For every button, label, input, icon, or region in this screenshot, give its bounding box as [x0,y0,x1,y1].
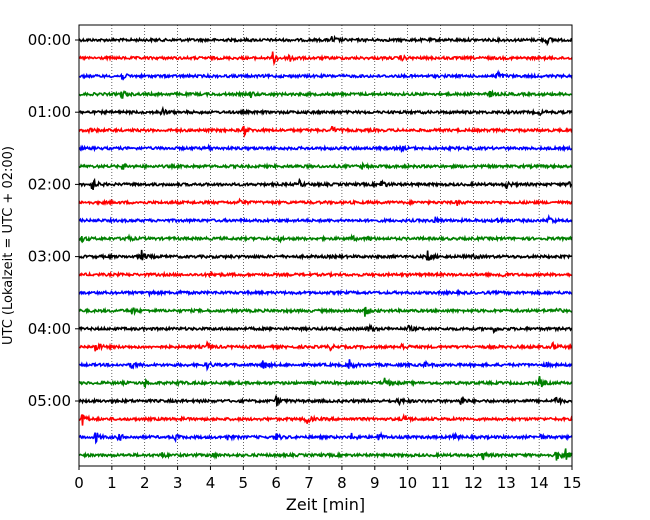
seismic-trace [78,323,573,334]
seismic-trace [78,197,573,207]
seismic-trace [78,413,573,426]
x-tick-label: 13 [497,474,516,492]
y-axis-label: UTC (Lokalzeit = UTC + 02:00) [1,146,16,345]
seismic-trace [78,143,573,153]
x-tick-label: 3 [173,474,183,492]
seismic-trace [78,233,573,244]
x-tick-label: 10 [398,474,417,492]
seismic-trace [78,270,573,279]
x-tick-label: 15 [562,474,581,492]
x-tick-label: 7 [304,474,314,492]
x-tick-label: 2 [140,474,150,492]
x-tick-label: 4 [206,474,216,492]
x-tick-label: 14 [530,474,549,492]
seismic-trace [78,69,573,81]
y-tick-label: 05:00 [28,392,71,410]
seismic-trace [78,395,573,407]
seismic-trace [78,375,573,389]
seismic-trace [78,306,573,317]
seismic-trace [78,34,573,47]
seismic-trace [78,125,573,138]
seismic-trace [78,89,573,99]
y-tick-label: 03:00 [28,248,71,266]
y-tick-label: 04:00 [28,320,71,338]
seismic-trace [78,448,573,461]
x-tick-label: 1 [107,474,117,492]
seismic-trace [78,430,573,445]
y-tick-label: 02:00 [28,175,71,193]
x-tick-label: 6 [271,474,281,492]
seismic-trace [78,249,573,262]
x-axis-ticks: 0 1 2 3 4 5 6 7 8 9 10 11 12 13 14 15 [74,466,582,492]
y-tick-label: 00:00 [28,31,71,49]
x-tick-label: 5 [239,474,249,492]
y-tick-label: 01:00 [28,103,71,121]
seismic-trace [78,177,573,190]
x-tick-label: 9 [370,474,380,492]
y-axis-ticks: 00:00 01:00 02:00 03:00 04:00 05:00 [28,31,79,410]
x-axis-label: Zeit [min] [286,495,365,514]
seismic-trace [78,105,573,117]
x-tick-label: 11 [431,474,450,492]
seismic-trace [78,51,573,67]
seismic-trace [78,340,573,352]
x-tick-label: 12 [464,474,483,492]
seismic-trace [78,161,573,171]
seismic-trace [78,213,573,225]
seismic-trace [78,288,573,298]
trace-lines [78,34,573,461]
x-tick-label: 8 [337,474,347,492]
plot-frame [78,24,573,467]
seismic-trace [78,359,573,372]
x-tick-label: 0 [74,474,84,492]
